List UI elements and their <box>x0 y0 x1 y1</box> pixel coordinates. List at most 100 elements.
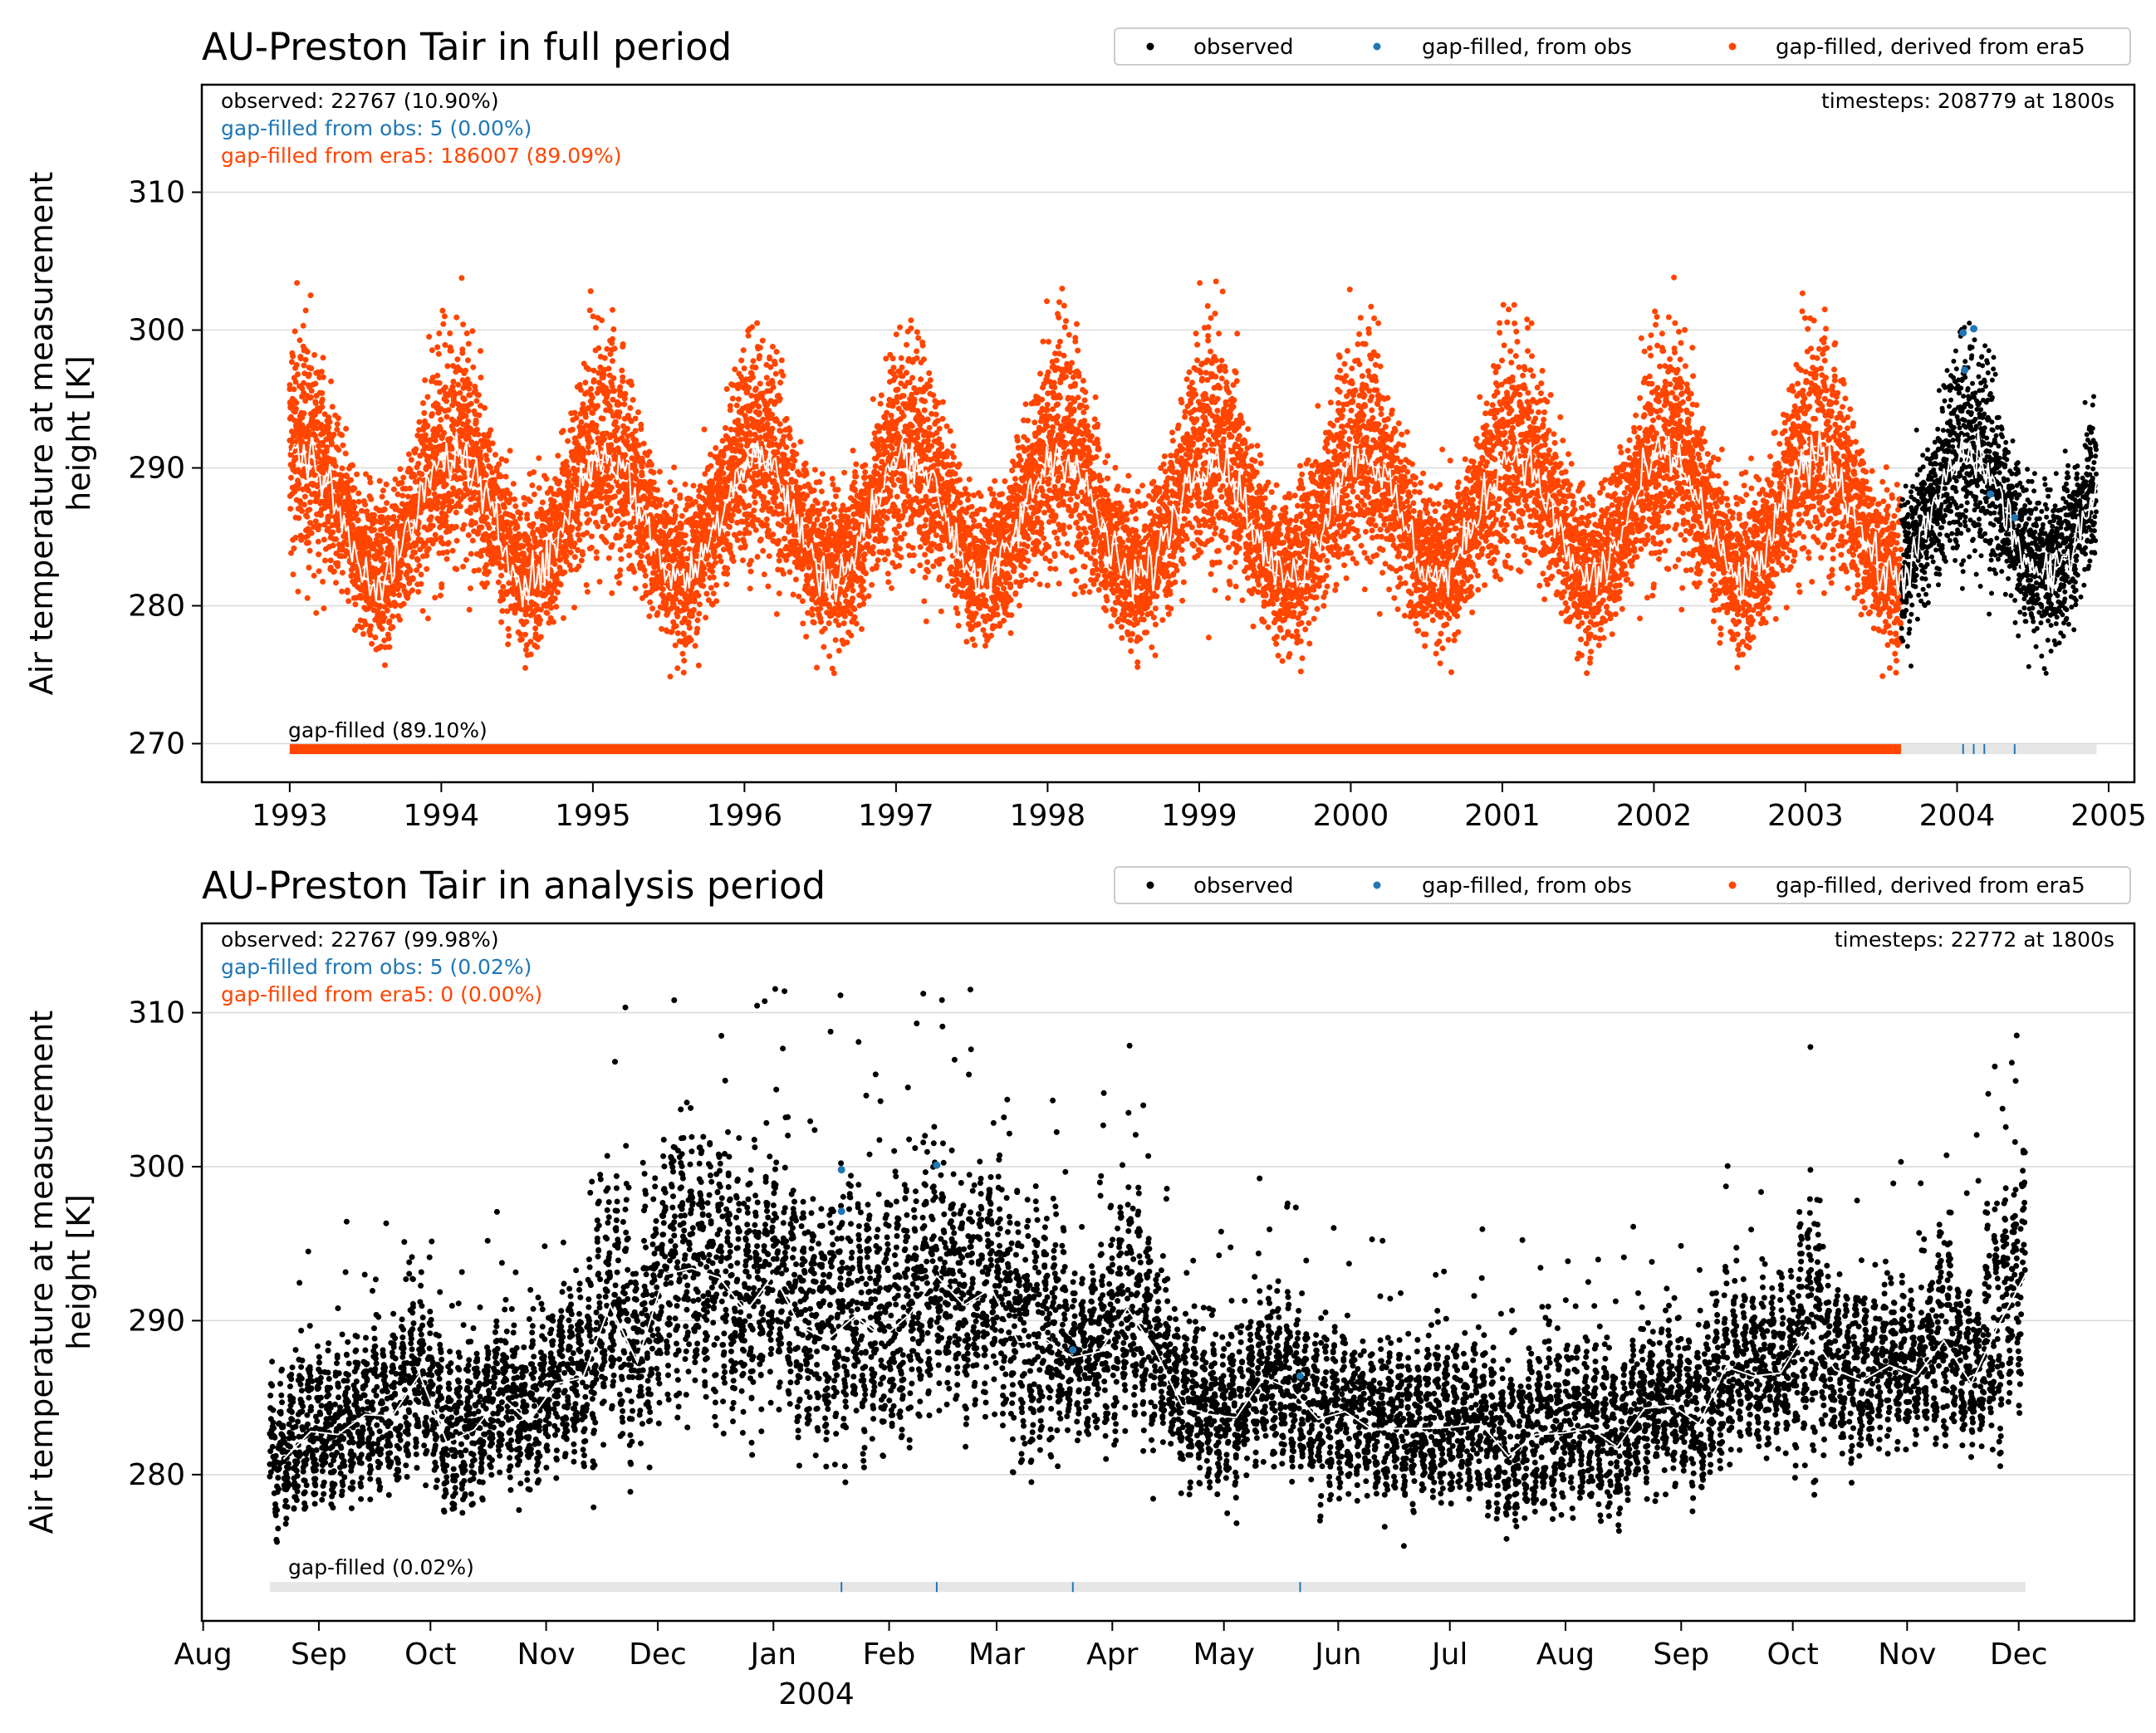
y-axis-label-line1: Air temperature at measurement <box>23 172 60 696</box>
y-tick-label: 300 <box>128 1150 185 1184</box>
scatter-series <box>287 274 2100 680</box>
x-tick-label: Aug <box>174 1638 232 1672</box>
y-tick-label: 280 <box>128 1458 185 1492</box>
legend: observed gap-filled, from obs gap-filled… <box>1114 27 2131 66</box>
x-tick-label: May <box>1193 1638 1254 1672</box>
x-tick-label: Nov <box>517 1638 575 1672</box>
x-tick-label: Jul <box>1430 1638 1468 1672</box>
from-obs-point <box>1961 366 1969 375</box>
legend: observed gap-filled, from obs gap-filled… <box>1114 866 2131 904</box>
from-obs-point <box>1296 1372 1304 1380</box>
y-tick-label: 290 <box>128 452 185 486</box>
stat-from-obs: gap-filled from obs: 5 (0.02%) <box>221 955 532 979</box>
x-tick-label: 1994 <box>404 799 480 833</box>
from-obs-point <box>837 1166 845 1174</box>
mean-line <box>289 429 2098 608</box>
stat-from-era5: gap-filled from era5: 186007 (89.09%) <box>221 144 622 168</box>
stat-timesteps: timesteps: 208779 at 1800s <box>1821 89 2114 113</box>
legend-observed: observed <box>1193 35 1294 60</box>
from-obs-point <box>933 1161 941 1169</box>
x-tick-label: Oct <box>404 1638 456 1672</box>
legend-from-era5: gap-filled, derived from era5 <box>1776 874 2085 898</box>
x-tick-label: Oct <box>1767 1638 1819 1672</box>
y-tick-label: 310 <box>128 175 185 209</box>
mean-line-path <box>282 1267 2026 1461</box>
x-tick-label: 1995 <box>555 799 631 833</box>
legend-frame <box>1114 27 2131 66</box>
x-tick-label: Dec <box>629 1638 687 1672</box>
x-tick-label: 1993 <box>252 799 328 833</box>
x-tick-label: Jun <box>1313 1638 1361 1672</box>
y-tick-label: 280 <box>128 590 185 624</box>
y-tick-label: 270 <box>128 727 185 761</box>
stat-from-era5: gap-filled from era5: 0 (0.00%) <box>221 982 542 1006</box>
x-tick-label: 2001 <box>1464 799 1541 833</box>
panel-analysis-period: 280 290 300 310 Aug Sep Oct Nov Dec Jan Feb Mar Apr… <box>23 864 2136 1711</box>
gap-filled-bar <box>289 744 2097 755</box>
gap-filled-from-obs-points <box>1959 325 2019 521</box>
gap-filled-bar <box>269 1582 2026 1593</box>
legend-from-obs: gap-filled, from obs <box>1422 35 1632 60</box>
x-tick-label: Apr <box>1086 1638 1138 1672</box>
stat-from-obs: gap-filled from obs: 5 (0.00%) <box>221 116 532 140</box>
legend-from-obs: gap-filled, from obs <box>1422 874 1632 898</box>
era5-points <box>287 274 1904 680</box>
mean-line-path <box>289 429 2098 608</box>
legend-marker-from-era5 <box>1728 42 1737 51</box>
legend-marker-observed <box>1146 42 1154 51</box>
legend-marker-observed <box>1146 881 1154 889</box>
x-tick-label: Sep <box>291 1638 347 1672</box>
x-tick-label: Nov <box>1878 1638 1936 1672</box>
observed-points <box>1899 321 2100 676</box>
from-obs-point <box>1987 490 1995 498</box>
y-axis-label: Air temperature at measurement <box>23 1011 60 1535</box>
legend-observed: observed <box>1193 874 1294 898</box>
x-tick-label: 2005 <box>2070 799 2147 833</box>
x-tick-label: 2004 <box>1919 799 1996 833</box>
legend-marker-from-obs <box>1373 42 1381 51</box>
gap-bar-background <box>269 1582 2026 1593</box>
gap-filled-label: gap-filled (89.10%) <box>288 718 488 742</box>
from-obs-point <box>837 1207 845 1216</box>
x-tick-label: 1999 <box>1161 799 1237 833</box>
stat-timesteps: timesteps: 22772 at 1800s <box>1835 928 2114 952</box>
gap-bar-era5 <box>289 744 1901 755</box>
y-ticks: 280 290 300 310 <box>128 996 202 1492</box>
from-obs-point <box>1069 1346 1077 1354</box>
x-tick-label: Feb <box>863 1638 916 1672</box>
x-tick-label: Mar <box>968 1638 1025 1672</box>
stat-observed: observed: 22767 (99.98%) <box>221 928 499 952</box>
chart-title: AU-Preston Tair in analysis period <box>202 864 826 908</box>
axes-frame <box>200 922 2136 1623</box>
y-axis-label-unit: height [K] <box>61 1194 97 1350</box>
axes-frame <box>200 83 2136 784</box>
panel-full-period: 270 280 290 300 310 1993 1994 1995 1996 1997 1998… <box>23 25 2147 833</box>
from-obs-point <box>1970 325 1978 333</box>
legend-frame <box>1114 866 2131 904</box>
x-tick-label: 2002 <box>1616 799 1693 833</box>
stat-observed: observed: 22767 (10.90%) <box>221 89 499 113</box>
x-ticks: 1993 1994 1995 1996 1997 1998 1999 2000 2001 2002… <box>252 782 2147 833</box>
legend-marker-from-obs <box>1373 881 1381 889</box>
x-tick-label: Sep <box>1653 1638 1709 1672</box>
y-tick-label: 290 <box>128 1304 185 1338</box>
x-tick-label: 1998 <box>1010 799 1086 833</box>
y-axis-label: Air temperature at measurement <box>23 172 60 696</box>
x-tick-label: Dec <box>1990 1638 2048 1672</box>
mean-line <box>282 1267 2026 1461</box>
x-ticks: Aug Sep Oct Nov Dec Jan Feb Mar Apr May Jun Jul Aug S… <box>174 1621 2048 1672</box>
legend-from-era5: gap-filled, derived from era5 <box>1776 35 2085 60</box>
scatter-series <box>267 986 2028 1549</box>
x-tick-label: 2003 <box>1767 799 1844 833</box>
x-tick-label: Jan <box>749 1638 797 1672</box>
x-tick-label: 1996 <box>707 799 783 833</box>
x-axis-year-label: 2004 <box>778 1677 855 1711</box>
gap-filled-label: gap-filled (0.02%) <box>288 1555 474 1579</box>
from-obs-point <box>1959 329 1967 337</box>
legend-marker-from-era5 <box>1728 881 1737 889</box>
x-tick-label: 2000 <box>1313 799 1389 833</box>
y-axis-label-unit: height [K] <box>61 355 97 512</box>
from-obs-point <box>2011 513 2019 521</box>
y-ticks: 270 280 290 300 310 <box>128 175 202 761</box>
